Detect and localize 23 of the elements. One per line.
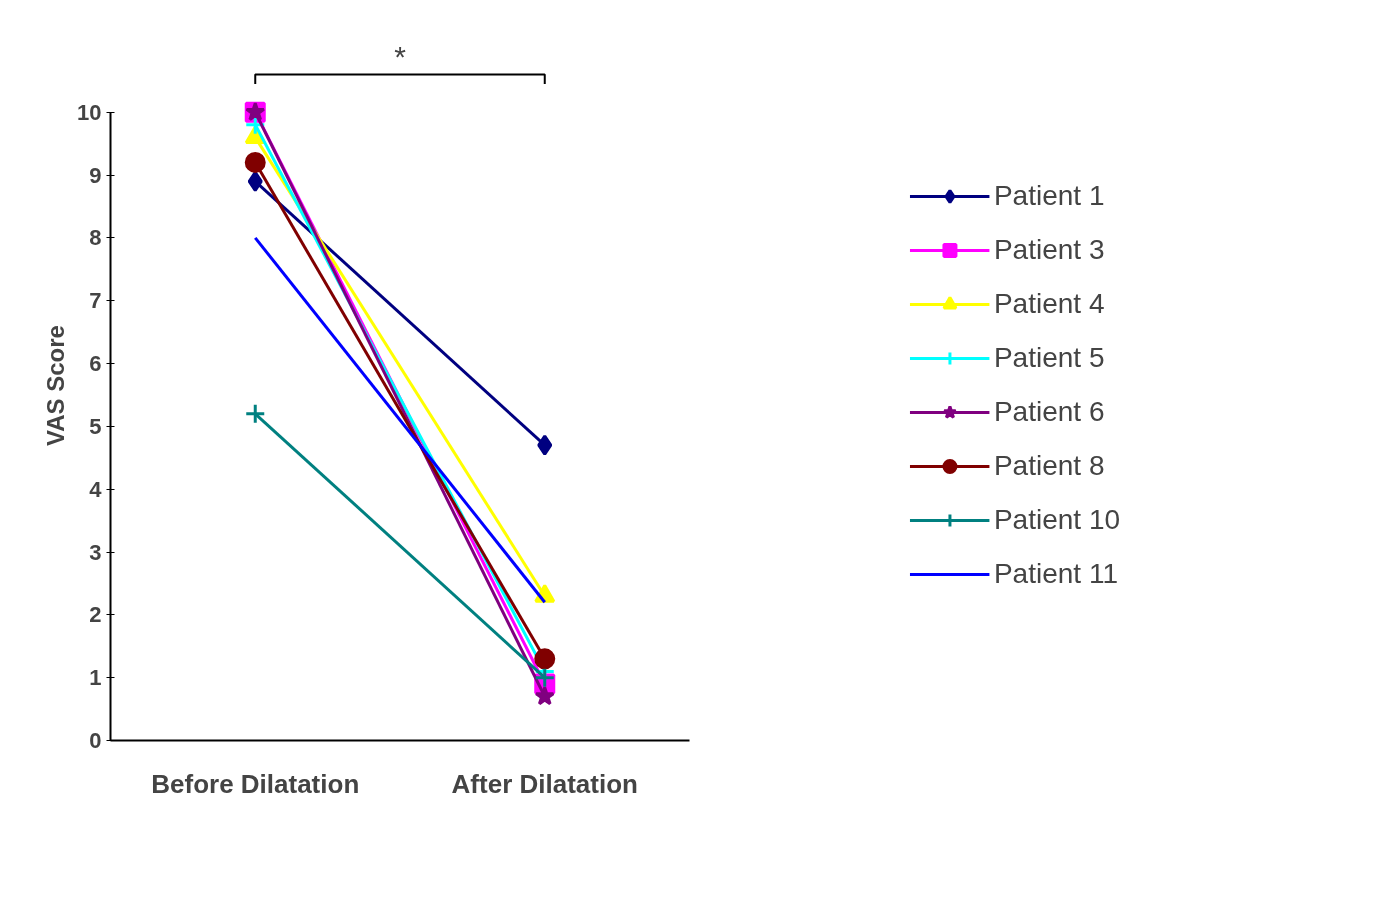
legend-label: Patient 3 [993,234,1105,266]
y-tick-label: 2 [89,602,102,628]
legend-label: Patient 4 [993,288,1105,320]
y-tick-label: 9 [89,162,102,188]
legend-label: Patient 11 [993,558,1118,590]
text: * [394,40,407,74]
y-axis-title: VAS Score [42,325,70,446]
legend-label: Patient 1 [993,180,1105,212]
legend-label: Patient 10 [993,504,1121,536]
y-tick-label: 10 [77,99,102,125]
y-tick-label: 0 [89,728,102,753]
y-tick-label: 3 [89,539,102,565]
legend-label: Patient 8 [993,450,1105,482]
y-tick-label: 1 [89,665,102,691]
y-tick-label: 7 [89,288,102,314]
x-tick-label: Before Dilatation [151,768,360,799]
legend-label: Patient 6 [993,396,1105,428]
y-tick-label: 8 [89,225,102,251]
x-tick-label: After Dilatation [451,768,638,799]
y-tick-label: 4 [89,476,103,502]
y-tick-label: 5 [89,413,102,439]
y-tick-label: 6 [89,351,102,377]
legend-label: Patient 5 [993,342,1105,374]
